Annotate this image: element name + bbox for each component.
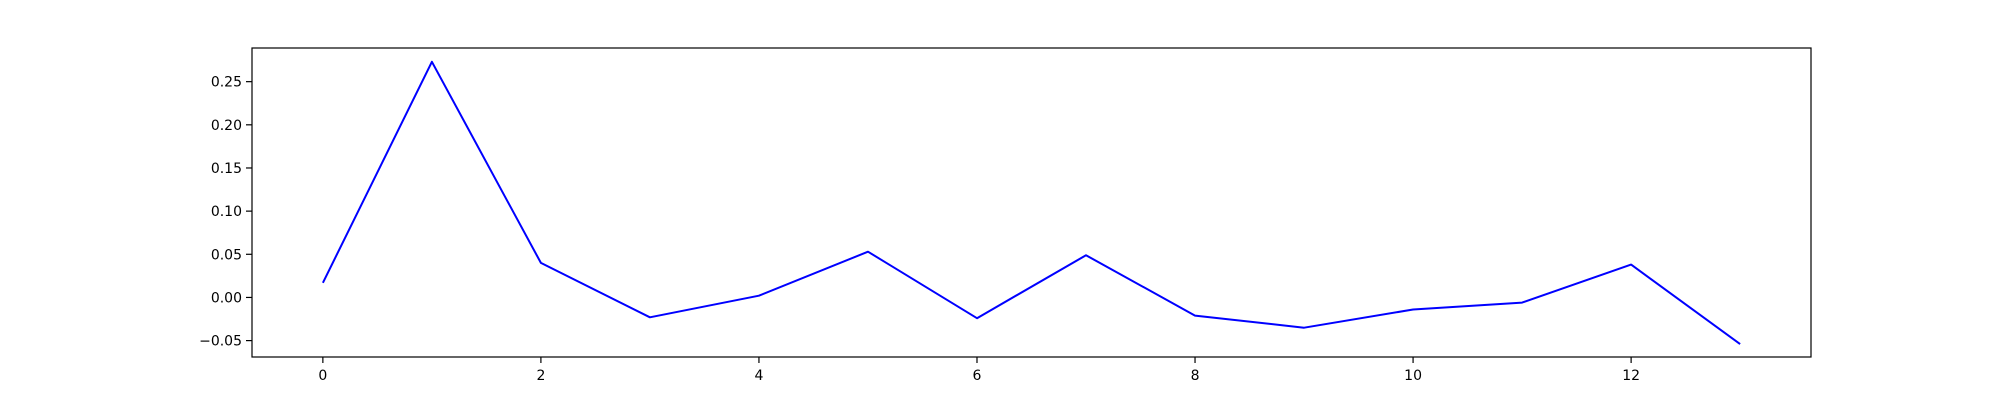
y-tick-label: 0.10 (211, 204, 242, 220)
series-line (322, 60, 1741, 345)
x-tick-label: 0 (318, 368, 327, 384)
x-tick-label: 6 (973, 368, 982, 384)
x-tick-label: 2 (536, 368, 545, 384)
y-tick-label: 0.20 (211, 118, 242, 134)
series-layer (322, 60, 1741, 345)
x-axis: 0 2 4 6 8 10 12 (318, 357, 1640, 384)
x-tick-label: 8 (1191, 368, 1200, 384)
y-tick-label: 0.05 (211, 247, 242, 263)
y-tick-label: 0.00 (211, 290, 242, 306)
y-tick-label: −0.05 (199, 334, 242, 350)
x-tick-label: 12 (1622, 368, 1640, 384)
x-tick-label: 10 (1404, 368, 1422, 384)
plot-frame (251, 47, 1812, 358)
y-axis: −0.05 0.00 0.05 0.10 0.15 0.20 0.25 (199, 75, 252, 350)
x-tick-label: 4 (754, 368, 763, 384)
y-tick-label: 0.15 (211, 161, 242, 177)
y-tick-label: 0.25 (211, 75, 242, 91)
